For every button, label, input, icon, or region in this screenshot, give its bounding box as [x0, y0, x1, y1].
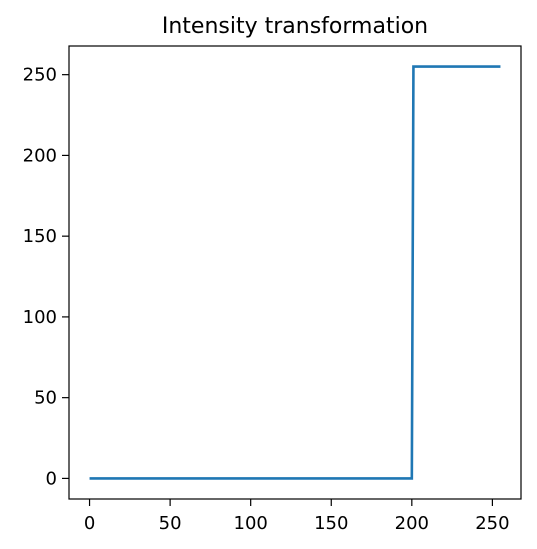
- x-tick-label-2: 100: [234, 513, 268, 534]
- plot-frame: [68, 45, 522, 500]
- y-tick-label-2: 100: [23, 307, 57, 328]
- plot-layer: [68, 45, 522, 500]
- x-tick-label-5: 250: [475, 513, 509, 534]
- x-tick-label-3: 150: [314, 513, 348, 534]
- x-tick-label-1: 50: [159, 513, 182, 534]
- y-tick-label-0: 0: [46, 468, 57, 489]
- x-tick-label-0: 0: [84, 513, 95, 534]
- y-tick-label-3: 150: [23, 226, 57, 247]
- series-line-0: [89, 65, 501, 480]
- y-tick-label-1: 50: [34, 388, 57, 409]
- x-tick-label-4: 200: [395, 513, 429, 534]
- y-axis-ticks: 0 50 100 150 200 250: [23, 65, 69, 489]
- y-tick-label-4: 200: [23, 145, 57, 166]
- x-axis-ticks: 0 50 100 150 200 250: [84, 499, 510, 534]
- y-tick-label-5: 250: [23, 65, 57, 86]
- chart-title: Intensity transformation: [162, 14, 428, 39]
